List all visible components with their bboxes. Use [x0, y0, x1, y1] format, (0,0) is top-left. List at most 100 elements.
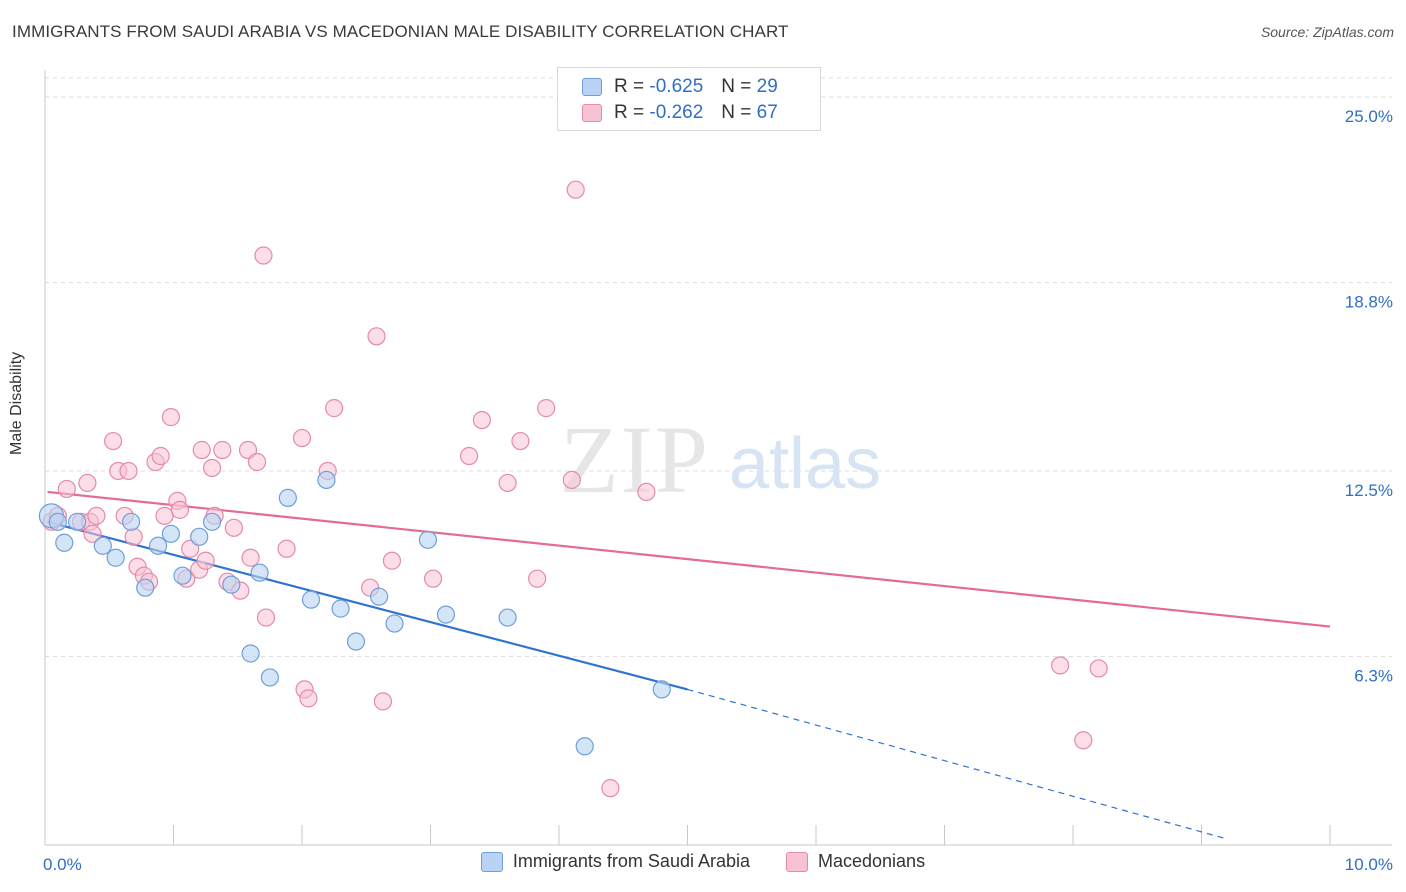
macedonian-point	[637, 482, 656, 502]
macedonian-point	[1051, 656, 1070, 675]
chart-source: Source: ZipAtlas.com	[1260, 24, 1394, 40]
macedonian-point	[104, 431, 123, 451]
legend-row-saudi: R = -0.625 N = 29	[582, 75, 778, 99]
legend-item-saudi[interactable]: Immigrants from Saudi Arabia	[480, 851, 750, 872]
macedonian-point	[241, 548, 260, 567]
macedonian-point	[78, 473, 97, 493]
legend-r-value-saudi: -0.625	[649, 76, 704, 97]
macedonian-point	[192, 440, 211, 460]
macedonian-point	[277, 539, 296, 558]
saudi-point	[202, 512, 222, 531]
axes	[44, 70, 1392, 846]
macedonian-point	[373, 692, 393, 711]
legend-n-label: N =	[721, 102, 752, 123]
saudi-point	[250, 563, 269, 582]
y-tick-label: 6.3%	[1354, 666, 1393, 685]
macedonian-point	[87, 506, 106, 525]
legend-n-label: N =	[721, 76, 752, 97]
x-tick-label: 10.0%	[1345, 855, 1393, 874]
macedonian-point	[247, 452, 267, 472]
macedonian-point	[423, 569, 443, 588]
saudi-trend-line	[47, 520, 688, 691]
y-axis-label: Male Disability	[8, 351, 25, 455]
saudi-point	[575, 737, 594, 756]
saudi-point	[161, 524, 181, 543]
legend-swatch-saudi	[480, 851, 503, 872]
macedonian-point	[459, 446, 479, 466]
macedonian-point	[367, 327, 386, 346]
macedonian-point	[498, 473, 517, 493]
macedonian-point	[472, 410, 491, 430]
saudi-point	[190, 527, 209, 546]
macedonian-point	[256, 608, 276, 627]
macedonian-point	[566, 180, 585, 199]
macedonian-point	[254, 246, 273, 265]
saudi-point	[48, 512, 67, 531]
saudi-point	[260, 668, 279, 687]
macedonian-point	[382, 551, 402, 570]
macedonian-point	[196, 551, 215, 570]
correlation-legend: R = -0.625 N = 29 R = -0.262 N = 67	[557, 67, 821, 131]
macedonian-point	[170, 500, 190, 519]
y-tick-label: 12.5%	[1345, 481, 1393, 500]
saudi-trend-extension	[687, 688, 1228, 840]
macedonian-point	[562, 470, 581, 490]
saudi-point	[278, 488, 297, 507]
macedonian-point	[601, 779, 620, 798]
legend-swatch-saudi	[582, 78, 602, 96]
grid-lines	[45, 77, 1392, 657]
saudi-point	[436, 605, 456, 624]
saudi-point	[241, 644, 260, 663]
saudi-point	[173, 566, 192, 585]
saudi-point	[222, 575, 241, 594]
series-legend: Immigrants from Saudi Arabia Macedonians	[0, 851, 1406, 872]
macedonian-point	[155, 506, 174, 525]
x-tick-label: 0.0%	[43, 855, 82, 874]
saudi-point	[148, 536, 168, 555]
trend-lines	[47, 490, 1331, 840]
macedonian-point	[57, 479, 76, 499]
macedonian-point	[537, 399, 556, 418]
macedonian-trend-line	[47, 490, 1331, 628]
chart-title: IMMIGRANTS FROM SAUDI ARABIA VS MACEDONI…	[12, 22, 789, 41]
macedonian-point	[224, 518, 243, 537]
macedonian-point	[83, 524, 102, 543]
macedonian-point	[299, 689, 318, 708]
saudi-point	[121, 512, 141, 531]
legend-label-saudi: Immigrants from Saudi Arabia	[512, 851, 750, 871]
macedonian-point	[202, 458, 222, 478]
saudi-point	[317, 470, 336, 490]
saudi-point	[652, 680, 671, 699]
saudi-point	[346, 632, 366, 651]
legend-label-macedonian: Macedonians	[818, 851, 926, 871]
legend-item-macedonian[interactable]: Macedonians	[786, 851, 925, 872]
macedonian-point	[528, 569, 547, 588]
watermark-zip: ZIP	[560, 406, 710, 513]
y-tick-label: 18.8%	[1345, 292, 1393, 311]
watermark-atlas: atlas	[729, 424, 881, 504]
legend-r-label: R =	[614, 76, 645, 97]
saudi-point	[385, 614, 404, 633]
data-points	[38, 180, 1108, 798]
legend-r-value-macedonian: -0.262	[649, 102, 704, 123]
legend-swatch-macedonian	[786, 851, 808, 872]
tick-labels: 6.3% 12.5% 18.8% 25.0% 0.0% 10.0%	[43, 107, 1393, 874]
macedonian-point	[511, 431, 530, 451]
saudi-point	[55, 533, 74, 552]
macedonian-point	[292, 428, 312, 448]
y-tick-label: 25.0%	[1345, 107, 1393, 126]
macedonian-point	[1074, 731, 1093, 750]
macedonian-point	[213, 440, 232, 460]
saudi-point	[331, 599, 350, 618]
legend-r-label: R =	[614, 102, 645, 123]
saudi-point	[68, 512, 87, 531]
saudi-point	[136, 578, 155, 597]
legend-n-value-macedonian: 67	[756, 102, 778, 123]
legend-row-macedonian: R = -0.262 N = 67	[582, 101, 778, 125]
legend-swatch-macedonian	[582, 104, 602, 122]
legend-n-value-saudi: 29	[756, 76, 778, 97]
macedonian-point	[119, 461, 138, 481]
saudi-point	[418, 530, 438, 549]
macedonian-point	[161, 408, 181, 427]
